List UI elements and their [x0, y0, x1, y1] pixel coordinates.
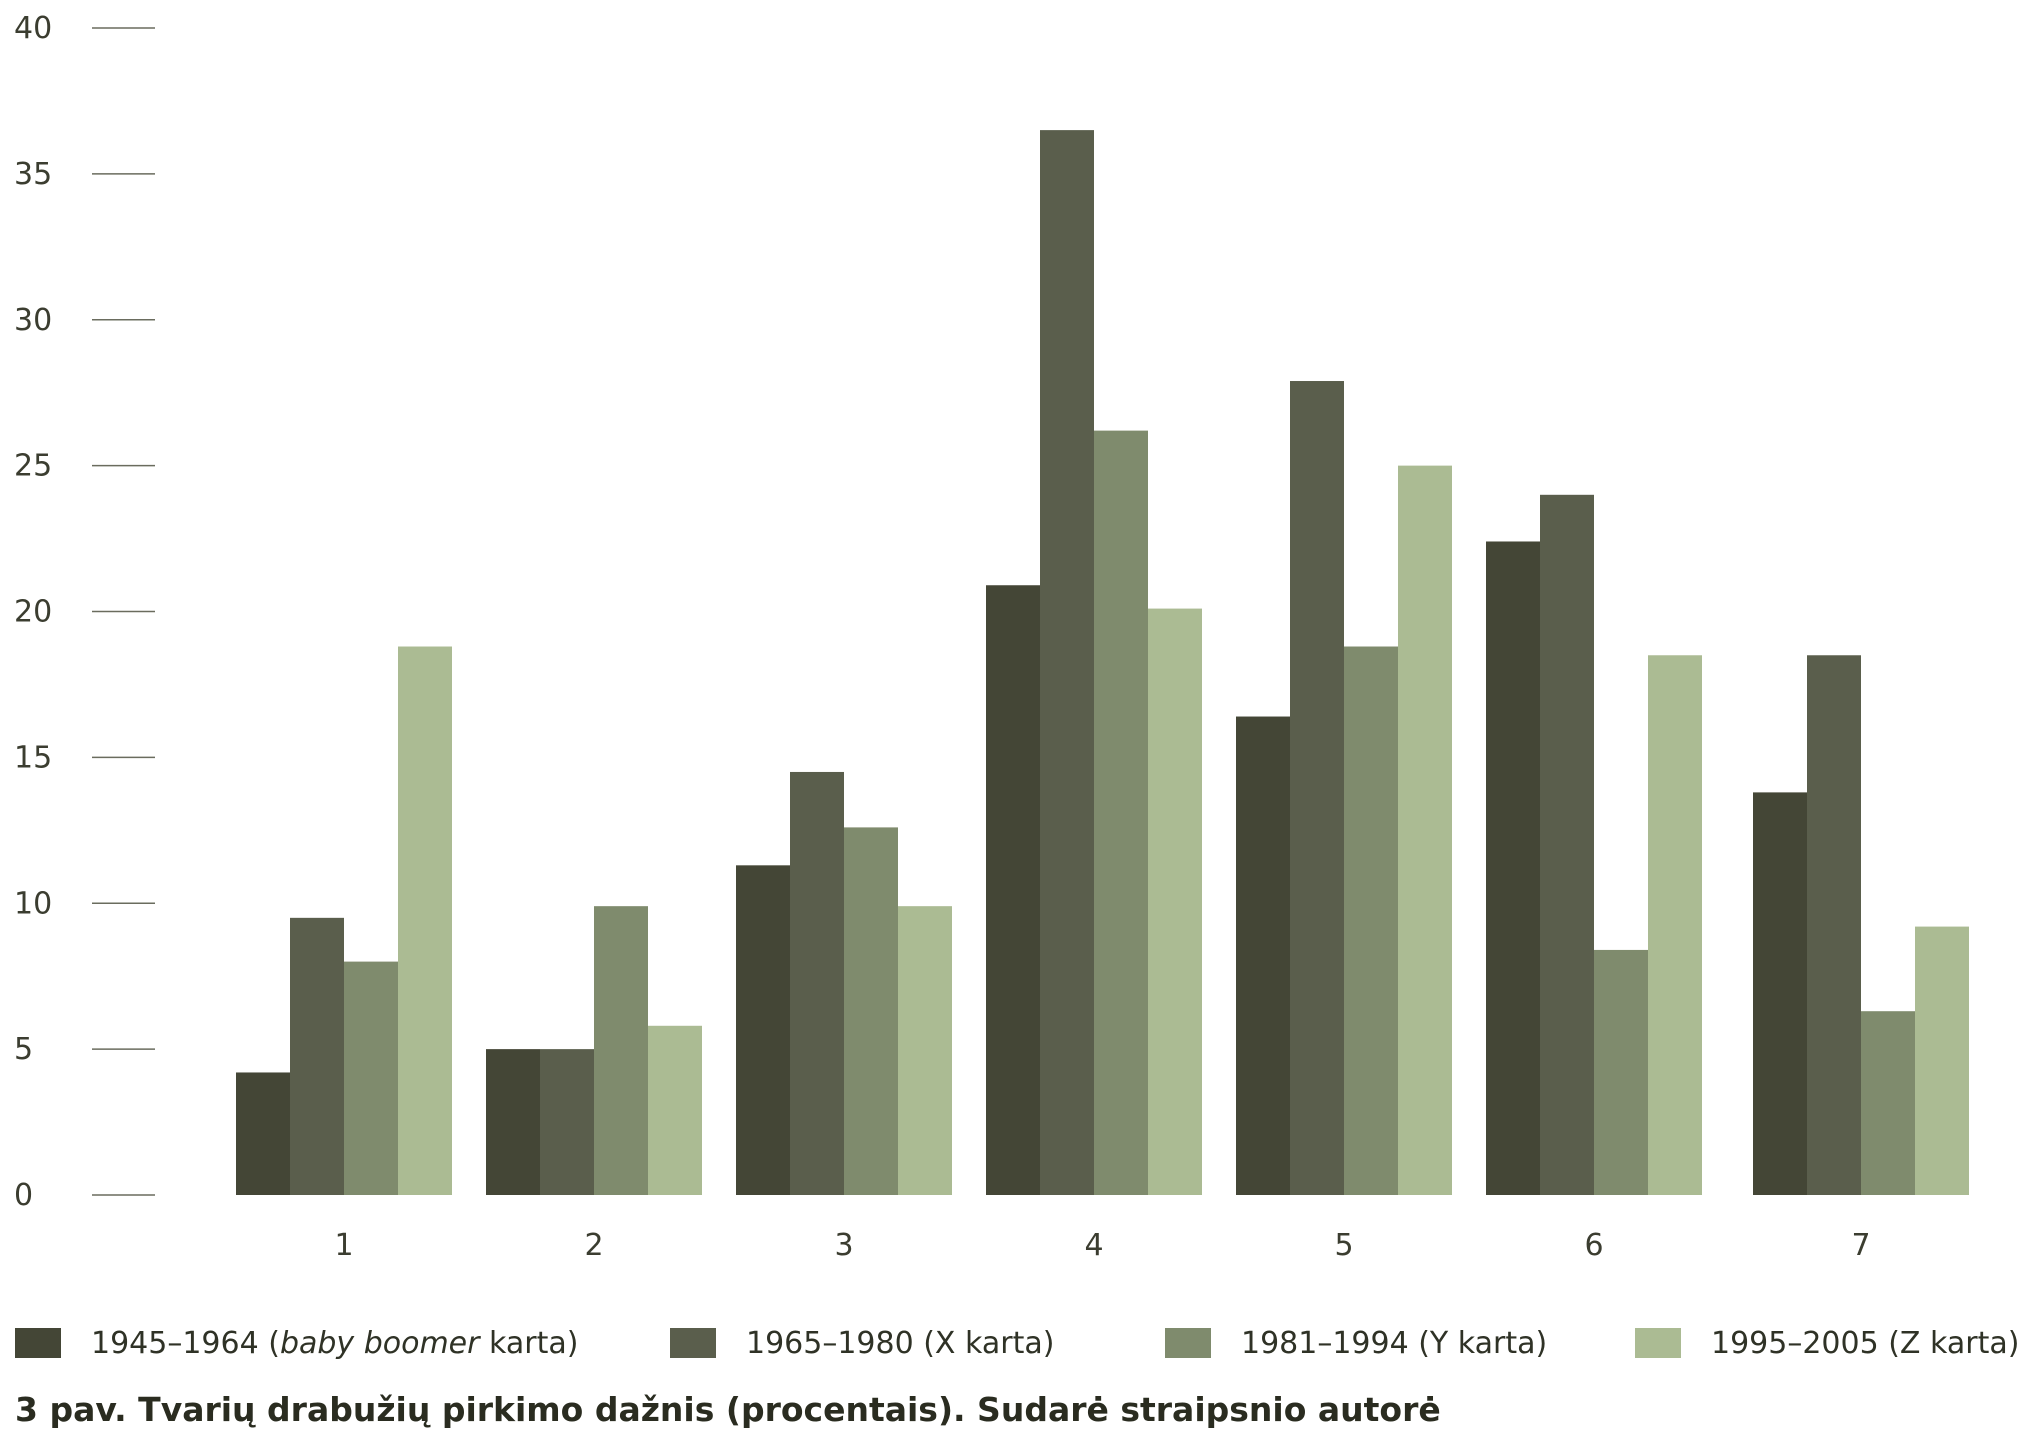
x-tick-label: 4	[1084, 1228, 1103, 1263]
x-tick-label: 6	[1584, 1228, 1603, 1263]
legend: 1945–1964 (baby boomer karta) 1965–1980 …	[15, 1318, 2019, 1368]
x-tick-label: 2	[584, 1228, 603, 1263]
bar-cat7-series1	[1753, 792, 1807, 1195]
y-tick-label: 40	[14, 11, 52, 46]
legend-label: 1981–1994 (Y karta)	[1241, 1325, 1548, 1361]
legend-item-y-karta: 1981–1994 (Y karta)	[1165, 1318, 1547, 1368]
legend-item-x-karta: 1965–1980 (X karta)	[670, 1318, 1054, 1368]
bar-cat1-series1	[236, 1072, 290, 1195]
legend-label: 1965–1980 (X karta)	[746, 1325, 1055, 1361]
x-tick-label: 5	[1334, 1228, 1353, 1263]
y-tick-label: 30	[14, 303, 52, 338]
legend-label: 1945–1964 (baby boomer karta)	[91, 1325, 579, 1361]
y-tick-label: 25	[14, 449, 52, 484]
bar-cat3-series3	[844, 827, 898, 1195]
bar-cat6-series4	[1648, 655, 1702, 1195]
legend-item-z-karta: 1995–2005 (Z karta)	[1635, 1318, 2019, 1368]
bar-cat1-series3	[344, 961, 398, 1195]
bar-cat2-series1	[486, 1049, 540, 1195]
y-tick-label: 20	[14, 595, 52, 630]
bar-cat5-series3	[1344, 646, 1398, 1195]
bar-cat5-series4	[1398, 465, 1452, 1195]
legend-item-baby-boomer: 1945–1964 (baby boomer karta)	[15, 1318, 578, 1368]
bar-cat4-series4	[1148, 608, 1202, 1195]
bar-cat6-series1	[1486, 541, 1540, 1195]
bar-cat5-series2	[1290, 381, 1344, 1196]
x-axis: 1 2 3 4 5 6 7	[334, 1228, 1870, 1263]
y-tick-label: 0	[14, 1178, 33, 1213]
bar-chart: 0 5 10 15 20 25 30 35 40 1 2 3 4 5 6 7	[14, 11, 1969, 1263]
bar-cat1-series4	[398, 646, 452, 1195]
y-tick-label: 15	[14, 740, 52, 775]
legend-swatch	[1165, 1328, 1211, 1358]
bar-cat7-series3	[1861, 1011, 1915, 1195]
bar-cat3-series2	[790, 771, 844, 1195]
bar-cat3-series1	[736, 865, 790, 1195]
y-tick-label: 35	[14, 157, 52, 192]
bar-cat2-series4	[648, 1025, 702, 1195]
bars	[236, 130, 1969, 1196]
bar-cat3-series4	[898, 906, 952, 1195]
bar-cat2-series3	[594, 906, 648, 1195]
bar-cat4-series1	[986, 585, 1040, 1195]
bar-cat6-series3	[1594, 949, 1648, 1195]
figure-caption: 3 pav. Tvarių drabužių pirkimo dažnis (p…	[15, 1390, 1441, 1429]
bar-cat4-series2	[1040, 130, 1094, 1195]
legend-swatch	[670, 1328, 716, 1358]
bar-cat5-series1	[1236, 716, 1290, 1195]
legend-swatch	[15, 1328, 61, 1358]
x-tick-label: 1	[334, 1228, 353, 1263]
x-tick-label: 3	[834, 1228, 853, 1263]
y-tick-label: 5	[14, 1032, 33, 1067]
bar-cat7-series2	[1807, 655, 1861, 1195]
y-axis: 0 5 10 15 20 25 30 35 40	[14, 11, 155, 1213]
y-tick-label: 10	[14, 886, 52, 921]
legend-label: 1995–2005 (Z karta)	[1711, 1325, 2020, 1361]
bar-cat6-series2	[1540, 494, 1594, 1195]
bar-cat2-series2	[540, 1049, 594, 1195]
bar-cat4-series3	[1094, 430, 1148, 1195]
x-tick-label: 7	[1851, 1228, 1870, 1263]
legend-swatch	[1635, 1328, 1681, 1358]
bar-cat1-series2	[290, 917, 344, 1195]
bar-cat7-series4	[1915, 926, 1969, 1195]
